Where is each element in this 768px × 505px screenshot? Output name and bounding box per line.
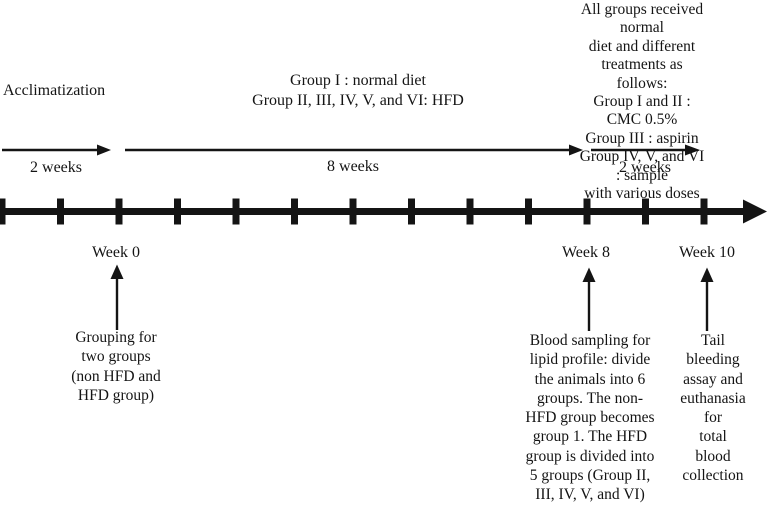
week8-label: Week 8 [561, 244, 611, 261]
week0-up-arrow-icon [110, 264, 124, 330]
phase3-right-arrow-icon [591, 144, 700, 156]
diet-phase-description: Group I : normal diet Group II, III, IV,… [252, 72, 464, 109]
week0-label: Week 0 [91, 244, 141, 261]
week10-up-arrow-icon [700, 267, 714, 331]
phase1-right-arrow-icon [2, 144, 111, 156]
phase2-right-arrow-icon [125, 144, 583, 156]
phase2-duration-label: 8 weeks [327, 158, 379, 175]
phase1-duration-label: 2 weeks [30, 159, 82, 176]
week0-event-description: Grouping for two groups (non HFD and HFD… [71, 329, 161, 404]
timeline-week-ticks [0, 198, 708, 225]
week8-up-arrow-icon [582, 267, 596, 331]
week8-event-description: Blood sampling for lipid profile: divide… [525, 332, 655, 504]
phase3-duration-label: 2 weeks [619, 159, 671, 176]
timeline-axis [0, 198, 767, 225]
acclimatization-label: Acclimatization [3, 82, 106, 99]
week10-event-description: Tail bleeding assay and euthanasia for t… [680, 332, 746, 485]
week10-label: Week 10 [678, 244, 736, 261]
treatment-phase-description: All groups received normal diet and diff… [579, 1, 705, 203]
